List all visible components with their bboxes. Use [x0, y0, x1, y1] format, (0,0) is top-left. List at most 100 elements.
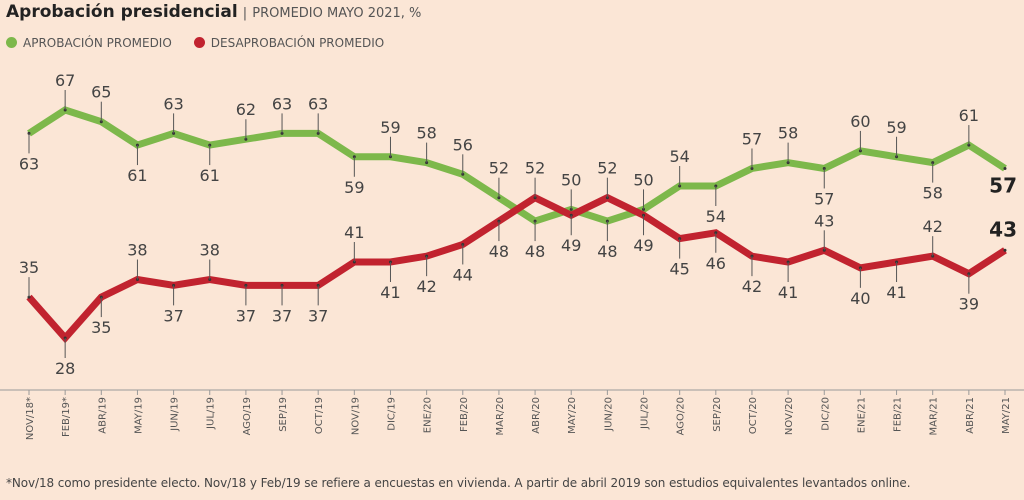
data-label: 63 [163, 94, 183, 113]
x-tick-label: ABR/21 [965, 397, 976, 434]
x-tick-label: JUL/19 [206, 397, 217, 430]
data-label: 41 [380, 283, 400, 302]
data-label: 56 [453, 135, 473, 154]
chart-subtitle: PROMEDIO MAYO 2021, % [252, 6, 422, 21]
data-label: 49 [633, 236, 653, 255]
data-label: 61 [200, 166, 220, 185]
x-tick-label: OCT/20 [748, 397, 759, 434]
data-label: 37 [163, 306, 183, 325]
x-tick-label: ENE/20 [423, 397, 434, 433]
x-tick-label: MAY/20 [567, 397, 578, 434]
data-label: 45 [669, 260, 689, 279]
data-label: 52 [525, 159, 545, 178]
data-label: 42 [923, 217, 943, 236]
x-tick-label: ENE/21 [856, 397, 867, 433]
data-label: 63 [19, 154, 39, 173]
data-label: 58 [416, 124, 436, 143]
data-label: 38 [200, 241, 220, 260]
data-label: 52 [597, 159, 617, 178]
data-label: 42 [742, 277, 762, 296]
data-label: 41 [344, 223, 364, 242]
data-label-last: 43 [989, 217, 1017, 241]
x-tick-label: MAR/20 [495, 397, 506, 436]
footnote: *Nov/18 como presidente electo. Nov/18 y… [6, 476, 911, 490]
data-label: 41 [886, 283, 906, 302]
data-label: 61 [127, 166, 147, 185]
chart-title-block: Aprobación presidencial | PROMEDIO MAYO … [6, 2, 421, 22]
data-label: 62 [236, 100, 256, 119]
data-label: 41 [778, 283, 798, 302]
data-label: 57 [742, 129, 762, 148]
data-label: 38 [127, 241, 147, 260]
legend: APROBACIÓN PROMEDIO DESAPROBACIÓN PROMED… [6, 36, 384, 50]
data-label: 42 [416, 277, 436, 296]
data-label: 61 [959, 106, 979, 125]
x-tick-label: MAY/21 [1001, 397, 1012, 434]
x-tick-label: JUN/19 [170, 397, 181, 432]
data-label: 28 [55, 359, 75, 378]
x-tick-label: ABR/19 [97, 397, 108, 434]
legend-swatch-approval [6, 37, 17, 48]
x-tick-label: AGO/19 [242, 397, 253, 435]
data-label: 67 [55, 71, 75, 90]
legend-item-disapproval: DESAPROBACIÓN PROMEDIO [193, 36, 385, 50]
x-tick-label: NOV/19 [350, 397, 361, 435]
x-tick-label: OCT/19 [314, 397, 325, 434]
data-label: 43 [814, 211, 834, 230]
x-tick-label: MAR/21 [929, 397, 940, 436]
data-label: 59 [886, 118, 906, 137]
data-label: 40 [850, 289, 870, 308]
x-tick-label: NOV/18* [25, 397, 36, 440]
data-label: 50 [561, 170, 581, 189]
x-tick-label: JUL/20 [640, 397, 651, 430]
legend-label-approval: APROBACIÓN PROMEDIO [23, 36, 172, 50]
data-label: 58 [923, 184, 943, 203]
data-label: 60 [850, 112, 870, 131]
data-label: 57 [814, 189, 834, 208]
data-label: 46 [706, 254, 726, 273]
data-point [1003, 166, 1007, 170]
data-label: 37 [236, 306, 256, 325]
data-label: 44 [453, 265, 473, 284]
x-tick-label: SEP/20 [712, 397, 723, 432]
data-label: 48 [597, 242, 617, 261]
chart-title: Aprobación presidencial [6, 2, 238, 22]
data-label: 52 [489, 159, 509, 178]
x-tick-label: FEB/21 [893, 397, 904, 432]
data-label: 39 [959, 295, 979, 314]
x-tick-label: DIC/20 [820, 397, 831, 431]
legend-swatch-disapproval [193, 37, 205, 48]
data-label: 35 [19, 258, 39, 277]
legend-label-disapproval: DESAPROBACIÓN PROMEDIO [210, 36, 385, 50]
data-label: 37 [308, 306, 328, 325]
x-tick-label: DIC/19 [386, 397, 397, 431]
data-label: 48 [489, 242, 509, 261]
data-label: 50 [633, 170, 653, 189]
x-tick-label: JUN/20 [603, 397, 614, 432]
data-label: 59 [380, 118, 400, 137]
data-label: 48 [525, 242, 545, 261]
x-tick-label: FEB/20 [459, 397, 470, 432]
data-label: 65 [91, 83, 111, 102]
x-tick-label: SEP/19 [278, 397, 289, 432]
data-label: 63 [272, 94, 292, 113]
title-separator: | [242, 6, 248, 21]
data-label: 35 [91, 318, 111, 337]
data-label: 54 [706, 207, 726, 226]
data-label: 54 [669, 147, 689, 166]
legend-item-approval: APROBACIÓN PROMEDIO [6, 36, 172, 50]
x-tick-label: AGO/20 [676, 397, 687, 435]
series-line-disapproval [26, 193, 1007, 344]
x-tick-label: ABR/20 [531, 397, 542, 434]
line-chart: NOV/18* FEB/19* ABR/19 MAY/19 JUN/19 JUL/19 AG… [0, 71, 1024, 440]
data-label: 59 [344, 178, 364, 197]
x-tick-label: NOV/20 [784, 397, 795, 435]
data-label: 58 [778, 124, 798, 143]
data-label-last: 57 [989, 173, 1017, 197]
data-label: 49 [561, 236, 581, 255]
data-label: 63 [308, 94, 328, 113]
data-label: 37 [272, 306, 292, 325]
x-tick-label: FEB/19* [61, 397, 72, 437]
data-point [1003, 248, 1007, 252]
x-tick-label: MAY/19 [133, 397, 144, 434]
